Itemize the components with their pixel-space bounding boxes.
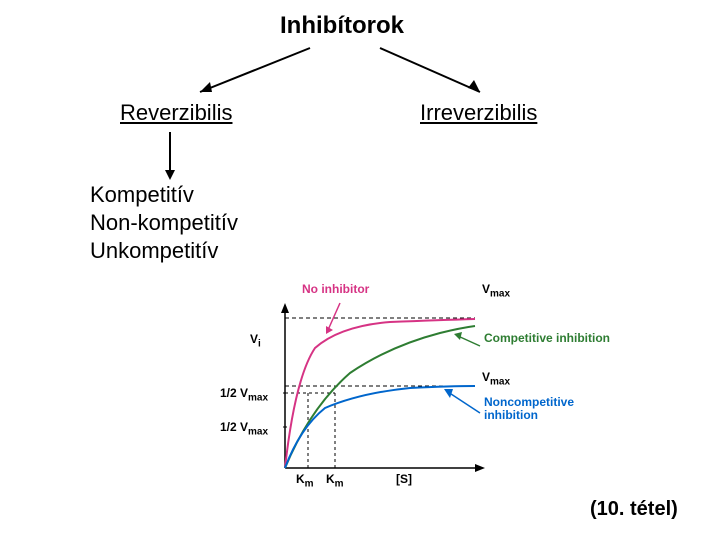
label-vmax-mid: Vmax — [482, 370, 510, 387]
label-km-1: Km — [296, 472, 314, 489]
label-half-vmax-1: 1/2 Vmax — [220, 386, 268, 403]
label-noncompetitive: Noncompetitive inhibition — [484, 396, 594, 422]
list-unkompetitiv: Unkompetitív — [90, 238, 218, 264]
label-half-vmax-2: 1/2 Vmax — [220, 420, 268, 437]
footer-tetel: (10. tétel) — [590, 498, 678, 521]
label-competitive: Competitive inhibition — [484, 332, 610, 345]
label-vi: Vi — [250, 332, 261, 349]
label-km-2: Km — [326, 472, 344, 489]
label-vmax-top: Vmax — [482, 282, 510, 299]
list-nonkompetitiv: Non-kompetitív — [90, 210, 238, 236]
label-no-inhibitor: No inhibitor — [302, 282, 369, 296]
down-arrow — [0, 0, 720, 200]
list-kompetitiv: Kompetitív — [90, 182, 194, 208]
label-s-axis: [S] — [396, 472, 412, 486]
